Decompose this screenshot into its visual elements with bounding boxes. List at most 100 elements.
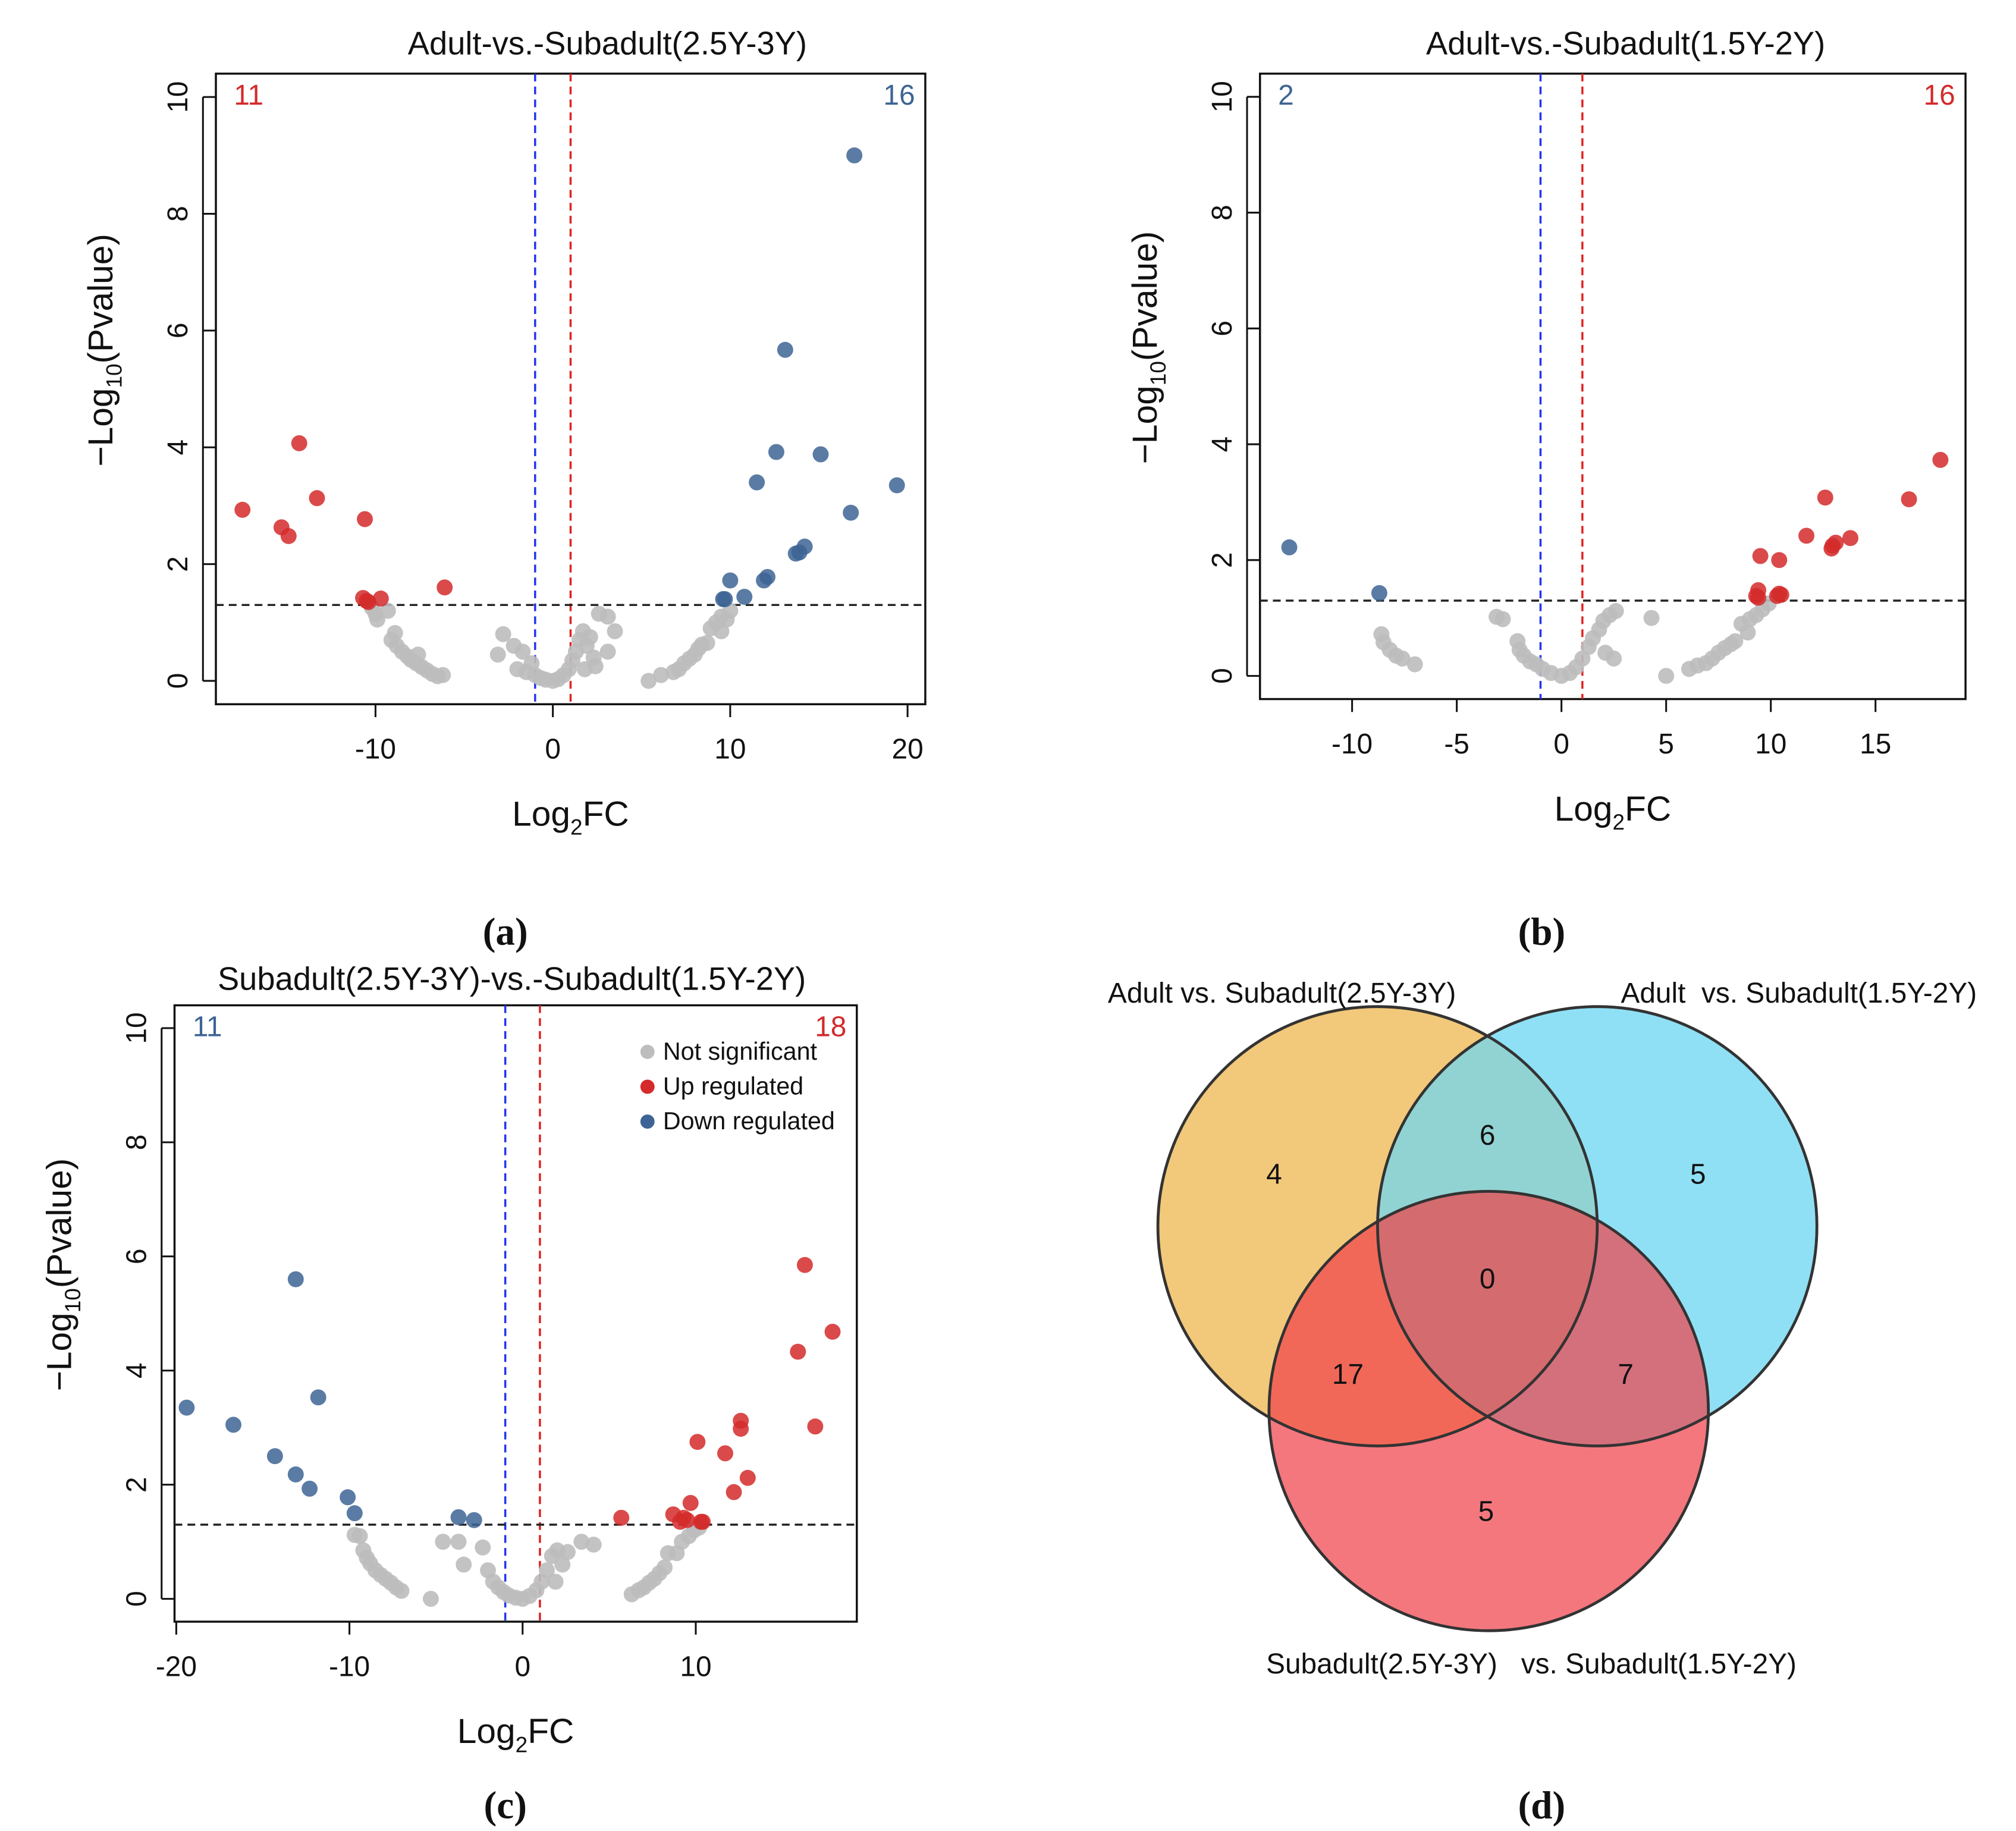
x-tick-label: -5 — [1444, 728, 1469, 760]
data-point — [1281, 539, 1298, 555]
data-point — [178, 1399, 195, 1416]
data-point — [726, 1484, 742, 1500]
x-tick-label: 0 — [545, 733, 561, 765]
count-right: 16 — [883, 80, 915, 111]
data-point — [599, 643, 616, 660]
data-point — [722, 572, 739, 589]
data-point — [733, 1421, 749, 1437]
x-tick-label: 10 — [714, 733, 746, 765]
data-point — [369, 611, 385, 628]
data-point — [717, 1445, 733, 1462]
data-point — [1658, 668, 1675, 684]
count-left: 2 — [1278, 80, 1294, 111]
data-point — [699, 635, 715, 651]
data-point — [807, 1418, 824, 1435]
x-tick-label: 20 — [892, 733, 924, 765]
data-point — [351, 1528, 368, 1544]
data-point — [393, 1582, 410, 1599]
data-point — [280, 527, 297, 544]
data-point — [1771, 552, 1788, 569]
y-tick-label: 4 — [121, 1362, 153, 1378]
venn-diagram: Adult vs. Subadult(2.5Y-3Y) Adult vs. Su… — [1108, 978, 1977, 1680]
data-point — [225, 1417, 241, 1433]
data-point — [1606, 650, 1622, 667]
data-point — [657, 1559, 673, 1576]
data-point — [410, 646, 426, 663]
data-point — [713, 623, 730, 639]
y-axis-label: −Log10(Pvalue) — [81, 234, 126, 467]
venn-count-bc: 7 — [1618, 1359, 1634, 1390]
series-up-regulated — [1748, 451, 1949, 606]
data-point — [682, 1494, 699, 1511]
panel-label-c: (c) — [484, 1784, 527, 1827]
data-point — [777, 341, 793, 358]
data-point — [787, 545, 804, 562]
x-tick-label: -10 — [329, 1651, 370, 1682]
venn-count-a-only: 4 — [1266, 1158, 1282, 1190]
data-point — [1607, 603, 1624, 619]
venn-count-ac: 17 — [1332, 1359, 1364, 1390]
data-point — [1494, 611, 1511, 627]
data-point — [554, 1556, 571, 1573]
data-point — [715, 591, 731, 607]
x-tick-label: 5 — [1658, 728, 1674, 760]
data-point — [1769, 588, 1785, 604]
data-point — [768, 444, 784, 460]
data-point — [679, 1512, 695, 1528]
data-point — [475, 1539, 491, 1556]
data-point — [1643, 610, 1660, 626]
data-point — [450, 1534, 467, 1550]
data-point — [1842, 530, 1858, 547]
data-point — [450, 1509, 467, 1525]
data-point — [1932, 451, 1949, 468]
data-point — [547, 1574, 564, 1590]
x-axis-label: Log2FC — [512, 794, 629, 839]
venn-count-abc: 0 — [1480, 1263, 1496, 1295]
legend-marker — [640, 1114, 655, 1129]
panel-label-a: (a) — [483, 910, 528, 953]
x-tick-label: -20 — [156, 1651, 197, 1682]
data-point — [372, 591, 389, 607]
volcano-plot-a: Adult-vs.-Subadult(2.5Y-3Y) -10 0 10 20 0 2 4 6 8… — [81, 25, 927, 840]
venn-count-c-only: 5 — [1478, 1496, 1494, 1528]
venn-label-c: Subadult(2.5Y-3Y) vs. Subadult(1.5Y-2Y) — [1266, 1648, 1797, 1680]
data-point — [790, 1343, 806, 1360]
data-point — [653, 667, 670, 683]
x-tick-label: 0 — [514, 1651, 530, 1682]
data-point — [456, 1556, 472, 1573]
data-point — [1901, 491, 1917, 508]
data-point — [1371, 585, 1387, 601]
data-point — [689, 1434, 706, 1450]
legend-marker — [640, 1044, 655, 1059]
data-point — [739, 1469, 756, 1486]
volcano-plot-b: Adult-vs.-Subadult(1.5Y-2Y) -10 -5 0 5 10 15 0 2… — [1126, 25, 1967, 834]
series-not-significant — [363, 599, 739, 689]
data-point — [360, 593, 376, 610]
data-point — [1752, 548, 1769, 564]
x-tick-label: 15 — [1860, 728, 1891, 760]
y-axis-label: −Log10(Pvalue) — [1126, 231, 1170, 464]
count-left: 11 — [193, 1012, 222, 1043]
y-tick-label: 6 — [1207, 321, 1238, 337]
y-tick-label: 2 — [121, 1477, 153, 1493]
series-down-regulated — [1281, 539, 1387, 601]
count-right: 16 — [1924, 80, 1955, 111]
data-point — [466, 1512, 482, 1528]
legend-label: Not significant — [663, 1038, 818, 1065]
x-tick-label: -10 — [1332, 728, 1373, 760]
chart-title: Adult-vs.-Subadult(1.5Y-2Y) — [1426, 25, 1825, 61]
data-point — [582, 629, 598, 645]
chart-title: Adult-vs.-Subadult(2.5Y-3Y) — [408, 25, 807, 61]
data-point — [489, 646, 506, 663]
data-point — [340, 1489, 356, 1506]
data-point — [812, 446, 829, 463]
data-point — [695, 1513, 711, 1530]
data-point — [266, 1448, 283, 1465]
data-point — [736, 589, 753, 605]
venn-count-b-only: 5 — [1690, 1158, 1706, 1190]
data-point — [1394, 650, 1411, 667]
data-point — [309, 490, 325, 507]
venn-outline-b — [1376, 1005, 1819, 1447]
series-down-regulated — [715, 147, 905, 607]
data-point — [1727, 633, 1744, 649]
